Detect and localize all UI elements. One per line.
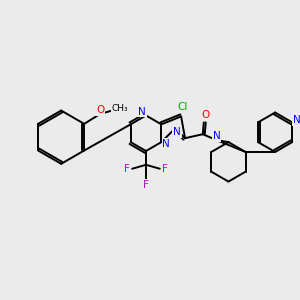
Text: O: O: [96, 105, 104, 115]
Text: F: F: [143, 179, 149, 190]
Text: N: N: [138, 106, 146, 116]
Text: F: F: [124, 164, 130, 174]
Text: N: N: [213, 131, 220, 141]
Text: F: F: [162, 164, 168, 174]
Text: Cl: Cl: [177, 102, 187, 112]
Text: O: O: [202, 110, 210, 121]
Text: CH₃: CH₃: [111, 103, 128, 112]
Text: N: N: [162, 139, 170, 149]
Text: N: N: [173, 127, 181, 137]
Text: N: N: [293, 116, 300, 125]
